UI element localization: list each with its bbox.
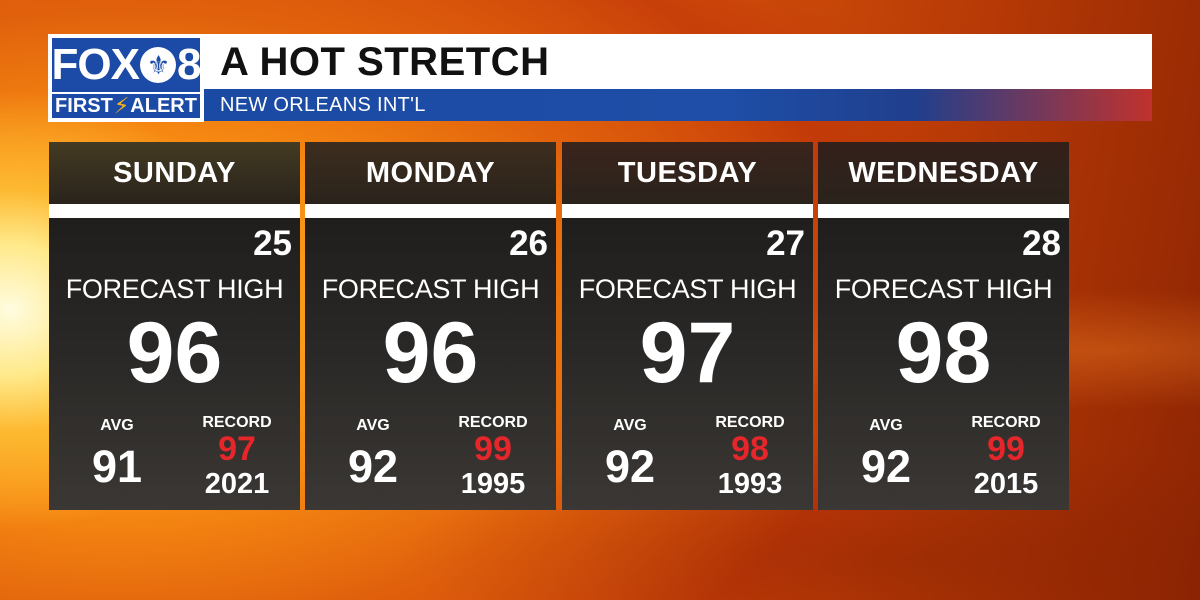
day-panel-wednesday: WEDNESDAY 28 FORECAST HIGH 98 AVG 92 REC… xyxy=(818,142,1069,510)
avg-label: AVG xyxy=(869,417,903,434)
logo-brand-right: 8 xyxy=(176,40,202,89)
day-body: 27 FORECAST HIGH 97 AVG 92 RECORD 98 199… xyxy=(562,218,813,510)
avg-value: 92 xyxy=(860,441,912,492)
station-logo: FOX ⚜ 8 FIRST ⚡ ALERT xyxy=(48,34,204,122)
logo-brand-block: FOX ⚜ 8 xyxy=(51,38,202,92)
day-header: SUNDAY xyxy=(49,142,300,204)
day-panel-monday: MONDAY 26 FORECAST HIGH 96 AVG 92 RECORD… xyxy=(305,142,556,510)
logo-brand-wordmark: FOX ⚜ 8 xyxy=(51,40,202,89)
avg-value: 92 xyxy=(604,441,656,492)
lightning-bolt-icon: ⚡ xyxy=(113,93,130,118)
day-date: 28 xyxy=(1022,224,1061,263)
day-panel-sunday: SUNDAY 25 FORECAST HIGH 96 AVG 91 RECORD… xyxy=(49,142,300,510)
title-bar: A HOT STRETCH xyxy=(204,34,1152,89)
day-name: SUNDAY xyxy=(113,156,236,189)
day-date: 26 xyxy=(509,224,548,263)
record-year: 2021 xyxy=(204,468,270,500)
forecast-high-value: 98 xyxy=(895,305,992,401)
subtitle-bar: NEW ORLEANS INT'L xyxy=(204,89,1152,121)
day-name: TUESDAY xyxy=(617,156,758,189)
forecast-high-label: FORECAST HIGH xyxy=(578,274,797,304)
forecast-high-value: 97 xyxy=(639,305,736,401)
location-subtitle: NEW ORLEANS INT'L xyxy=(220,94,426,116)
record-label: RECORD xyxy=(971,414,1041,431)
record-year: 2015 xyxy=(973,468,1039,500)
record-label: RECORD xyxy=(715,414,785,431)
day-date: 25 xyxy=(253,224,292,263)
logo-tagline-right: ALERT xyxy=(130,95,197,117)
page-title: A HOT STRETCH xyxy=(220,40,550,84)
header-divider xyxy=(305,204,556,218)
record-label: RECORD xyxy=(202,414,272,431)
logo-tagline-left: FIRST xyxy=(55,95,113,117)
header-divider xyxy=(49,204,300,218)
fleur-de-lis-icon: ⚜ xyxy=(139,47,176,83)
forecast-high-value: 96 xyxy=(382,305,479,401)
forecast-high-label: FORECAST HIGH xyxy=(65,274,284,304)
record-value: 97 xyxy=(218,430,256,468)
record-value: 98 xyxy=(731,430,769,468)
day-panel-tuesday: TUESDAY 27 FORECAST HIGH 97 AVG 92 RECOR… xyxy=(562,142,813,510)
record-label: RECORD xyxy=(458,414,528,431)
day-name: WEDNESDAY xyxy=(848,156,1039,189)
day-body: 28 FORECAST HIGH 98 AVG 92 RECORD 99 201… xyxy=(818,218,1069,510)
header-divider xyxy=(818,204,1069,218)
header-divider xyxy=(562,204,813,218)
record-value: 99 xyxy=(474,430,512,468)
day-name: MONDAY xyxy=(365,156,496,189)
avg-value: 91 xyxy=(91,441,143,492)
record-year: 1993 xyxy=(717,468,783,500)
day-body: 26 FORECAST HIGH 96 AVG 92 RECORD 99 199… xyxy=(305,218,556,510)
avg-label: AVG xyxy=(356,417,390,434)
forecast-high-label: FORECAST HIGH xyxy=(834,274,1053,304)
day-date: 27 xyxy=(766,224,805,263)
day-header: TUESDAY xyxy=(562,142,813,204)
forecast-high-label: FORECAST HIGH xyxy=(321,274,540,304)
avg-value: 92 xyxy=(347,441,399,492)
avg-label: AVG xyxy=(613,417,647,434)
record-value: 99 xyxy=(987,430,1025,468)
day-header: WEDNESDAY xyxy=(818,142,1069,204)
logo-brand-left: FOX xyxy=(51,40,140,89)
day-header: MONDAY xyxy=(305,142,556,204)
forecast-high-value: 96 xyxy=(126,305,223,401)
day-body: 25 FORECAST HIGH 96 AVG 91 RECORD 97 202… xyxy=(49,218,300,510)
record-year: 1995 xyxy=(460,468,526,500)
logo-tagline: FIRST ⚡ ALERT xyxy=(52,94,200,118)
avg-label: AVG xyxy=(100,417,134,434)
